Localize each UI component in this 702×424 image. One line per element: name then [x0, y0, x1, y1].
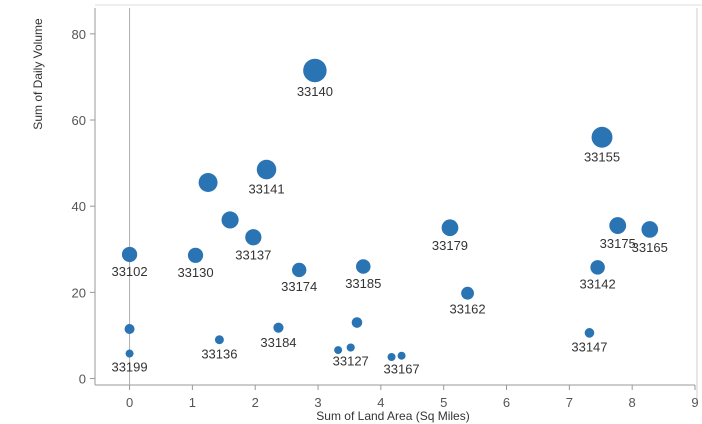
data-point-labels: 33140 33155 33141 33137 33102 33130 33174 33185…: [111, 84, 667, 376]
data-point-33167[interactable]: [397, 351, 406, 360]
point-label-33199: 33199: [111, 360, 147, 375]
data-point-33165[interactable]: [641, 221, 659, 238]
x-tick-label: 0: [126, 395, 133, 410]
data-point-33102[interactable]: [121, 246, 138, 263]
point-label-33184: 33184: [260, 335, 296, 350]
data-point[interactable]: [221, 211, 239, 229]
data-point-33175[interactable]: [609, 217, 627, 235]
x-tick-label: 3: [314, 395, 321, 410]
data-point-33141[interactable]: [256, 159, 277, 180]
point-label-33162: 33162: [449, 302, 485, 317]
data-points: [121, 58, 659, 361]
data-point-33147[interactable]: [584, 328, 595, 338]
y-tick-label: 20: [72, 285, 86, 300]
x-tick-label: 5: [440, 395, 447, 410]
y-tick-label: 40: [72, 199, 86, 214]
x-tick-label: 8: [629, 395, 636, 410]
y-tick-label: 80: [72, 27, 86, 42]
point-label-33141: 33141: [248, 181, 284, 196]
point-label-33142: 33142: [580, 277, 616, 292]
point-label-33165: 33165: [632, 240, 668, 255]
y-axis-ticks: 0 20 40 60 80: [72, 27, 95, 387]
data-point-33130[interactable]: [187, 247, 204, 263]
data-point-33174[interactable]: [292, 262, 307, 278]
point-label-33174: 33174: [281, 279, 317, 294]
x-tick-label: 4: [377, 395, 384, 410]
x-tick-label: 6: [503, 395, 510, 410]
data-point[interactable]: [387, 352, 396, 361]
data-point-33179[interactable]: [441, 219, 459, 237]
point-label-33147: 33147: [571, 340, 607, 355]
data-point-33137[interactable]: [245, 229, 262, 246]
point-label-33137: 33137: [235, 247, 271, 262]
data-point-33162[interactable]: [461, 286, 474, 300]
point-label-33130: 33130: [177, 265, 213, 280]
data-point[interactable]: [351, 317, 363, 328]
y-tick-label: 0: [79, 372, 86, 387]
x-tick-label: 1: [189, 395, 196, 410]
data-point-33185[interactable]: [355, 259, 371, 274]
data-point-33140[interactable]: [303, 58, 327, 83]
data-point-33184[interactable]: [273, 322, 284, 333]
data-point-33142[interactable]: [590, 260, 605, 275]
y-tick-label: 60: [72, 113, 86, 128]
x-tick-label: 2: [252, 395, 259, 410]
x-axis-ticks: 0 1 2 3 4 5 6 7 8 9: [126, 385, 699, 410]
point-label-33185: 33185: [345, 276, 381, 291]
point-label-33179: 33179: [432, 238, 468, 253]
data-point[interactable]: [124, 323, 135, 334]
point-label-33167: 33167: [384, 362, 420, 377]
data-point-33127[interactable]: [346, 343, 355, 352]
point-label-33155: 33155: [584, 150, 620, 165]
point-label-33140: 33140: [297, 84, 333, 99]
data-point-33199[interactable]: [125, 349, 134, 358]
x-axis-title: Sum of Land Area (Sq Miles): [316, 409, 469, 423]
data-point-33136[interactable]: [214, 335, 224, 345]
data-point[interactable]: [334, 346, 343, 355]
data-point-33155[interactable]: [591, 126, 613, 148]
x-tick-label: 7: [566, 395, 573, 410]
point-label-33136: 33136: [201, 346, 237, 361]
x-tick-label: 9: [691, 395, 698, 410]
y-axis-title: Sum of Daily Volume: [31, 18, 45, 130]
point-label-33127: 33127: [333, 354, 369, 369]
point-label-33102: 33102: [111, 264, 147, 279]
data-point[interactable]: [198, 173, 218, 192]
point-label-33175: 33175: [600, 236, 636, 251]
